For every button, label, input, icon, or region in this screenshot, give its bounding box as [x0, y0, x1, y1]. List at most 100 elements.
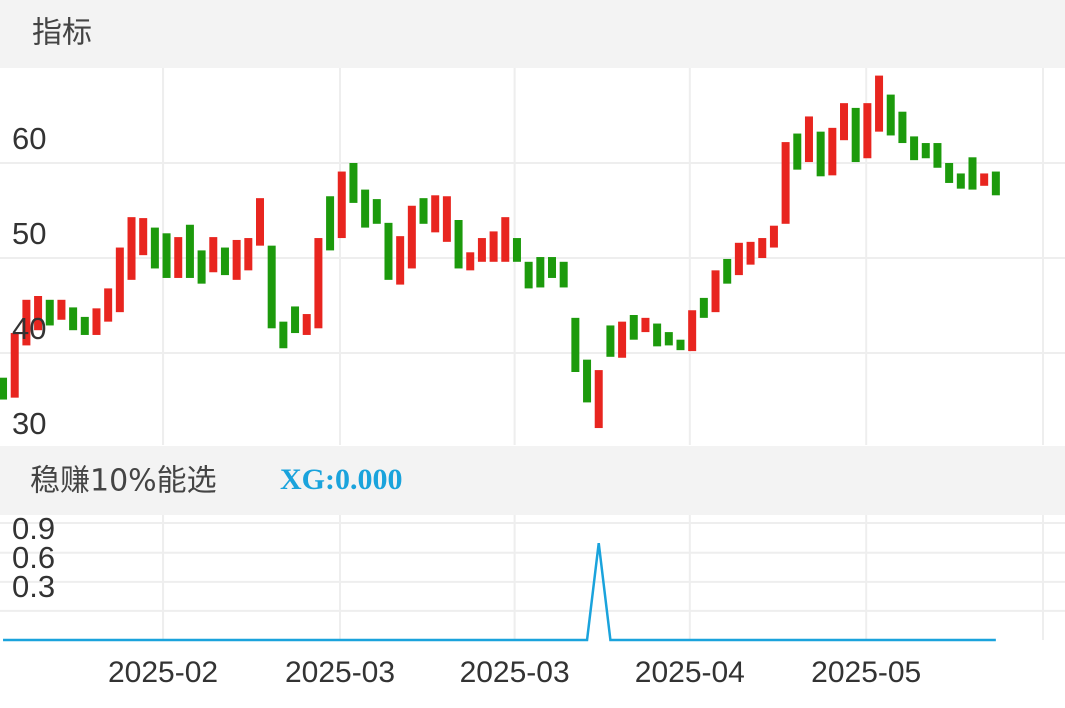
- candle-body: [501, 217, 510, 262]
- candle-body: [220, 247, 229, 276]
- candle-body: [910, 136, 919, 161]
- candle-body: [396, 236, 405, 285]
- candle-body: [921, 143, 930, 159]
- candle-body: [875, 75, 884, 132]
- candle-body: [734, 242, 743, 276]
- candle-body: [80, 316, 89, 335]
- y-tick-label: 50: [12, 216, 46, 251]
- panel-title: 指标: [32, 16, 92, 51]
- candle-body: [372, 199, 381, 224]
- candle-body: [688, 310, 697, 352]
- candle-body: [653, 323, 662, 347]
- candle-body: [781, 142, 790, 224]
- candle-body: [723, 258, 732, 284]
- candle-body: [197, 250, 206, 284]
- candle-body: [384, 222, 393, 280]
- candle-body: [991, 171, 1000, 196]
- candle-body: [185, 224, 194, 278]
- candle-body: [244, 238, 253, 271]
- candle-body: [758, 238, 767, 258]
- candle-body: [945, 163, 954, 183]
- x-tick-label: 2025-05: [811, 656, 921, 689]
- x-tick-label: 2025-03: [460, 656, 570, 689]
- candle-body: [898, 111, 907, 144]
- candle-body: [419, 198, 428, 224]
- candle-body: [664, 332, 673, 346]
- indicator-title: 稳赚10%能选: [30, 464, 217, 499]
- candle-body: [489, 231, 498, 262]
- candle-body: [606, 325, 615, 357]
- candle-body: [933, 143, 942, 168]
- candle-body: [699, 297, 708, 318]
- candle-body: [618, 321, 627, 358]
- candle-body: [209, 237, 218, 273]
- y-tick-label: 0.9: [12, 511, 55, 546]
- candle-body: [816, 131, 825, 177]
- candle-body: [548, 257, 557, 278]
- candle-body: [536, 257, 545, 288]
- candle-body: [641, 317, 650, 333]
- candle-body: [851, 107, 860, 163]
- candle-body: [676, 339, 685, 351]
- candle-body: [34, 296, 43, 331]
- candle-body: [629, 315, 638, 340]
- candle-body: [162, 233, 171, 278]
- x-tick-label: 2025-02: [108, 656, 218, 689]
- y-tick-label: 60: [12, 121, 46, 156]
- candle-body: [69, 307, 78, 331]
- candle-body: [92, 308, 101, 335]
- candle-body: [150, 227, 159, 269]
- candle-body: [886, 94, 895, 136]
- candle-body: [594, 370, 603, 429]
- candle-body: [139, 218, 148, 256]
- header-bar: [0, 0, 1065, 68]
- candle-body: [583, 359, 592, 403]
- candle-body: [361, 189, 370, 228]
- candle-body: [980, 173, 989, 186]
- candle-body: [454, 220, 463, 269]
- candle-body: [232, 239, 241, 280]
- y-tick-label: 30: [12, 406, 46, 441]
- candle-body: [840, 103, 849, 141]
- candle-body: [326, 196, 335, 251]
- candle-body: [174, 237, 183, 278]
- indicator-line: [3, 542, 996, 642]
- candle-body: [22, 299, 31, 346]
- y-tick-label: 0.6: [12, 540, 55, 575]
- candle-body: [477, 238, 486, 262]
- candle-body: [524, 261, 533, 289]
- legend-entry: XG:0.000: [280, 463, 403, 496]
- candle-body: [769, 225, 778, 248]
- candle-body: [442, 196, 451, 242]
- candle-body: [10, 333, 19, 398]
- candle-body: [804, 116, 813, 163]
- candle-body: [512, 238, 521, 262]
- candle-body: [302, 314, 311, 335]
- y-tick-label: 40: [12, 311, 46, 346]
- candle-body: [863, 103, 872, 159]
- indicator-bar: [0, 446, 1065, 515]
- candle-body: [127, 217, 136, 280]
- candle-body: [0, 377, 8, 400]
- candle-body: [45, 299, 54, 326]
- candle-body: [956, 173, 965, 189]
- candle-body: [104, 288, 113, 322]
- candle-body: [793, 133, 802, 170]
- candle-body: [571, 317, 580, 372]
- candle-body: [57, 299, 66, 320]
- candle-body: [291, 306, 300, 334]
- candle-body: [466, 252, 475, 271]
- candle-body: [711, 270, 720, 313]
- candle-body: [746, 241, 755, 265]
- candle-body: [256, 198, 265, 246]
- y-tick-label: 0.3: [12, 569, 55, 604]
- candle-body: [279, 321, 288, 349]
- candle-body: [314, 238, 323, 329]
- candle-body: [115, 247, 124, 313]
- candle-body: [431, 195, 440, 233]
- candle-body: [968, 157, 977, 190]
- x-tick-label: 2025-03: [285, 656, 395, 689]
- candle-body: [407, 205, 416, 269]
- candle-body: [828, 127, 837, 176]
